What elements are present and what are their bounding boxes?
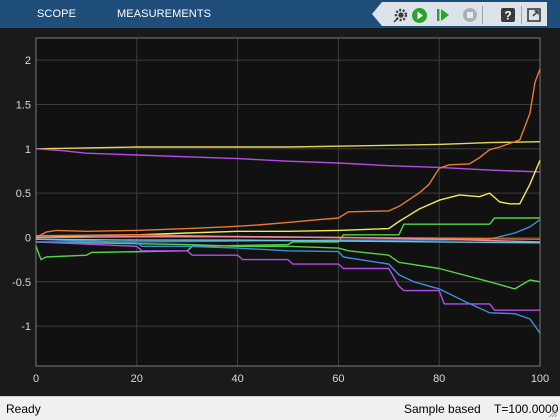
settings-button[interactable] <box>392 6 410 24</box>
toolbar-separator <box>482 6 483 24</box>
undock-icon <box>527 8 541 22</box>
tab-scope[interactable]: SCOPE <box>37 8 77 20</box>
svg-text:?: ? <box>504 9 511 23</box>
series-line <box>35 238 541 244</box>
toolstrip: SCOPE MEASUREMENTS <box>0 0 560 28</box>
stop-button[interactable] <box>461 6 479 24</box>
y-tick-label: 0 <box>25 232 31 244</box>
help-icon: ? <box>501 8 515 23</box>
plot-area <box>36 38 540 366</box>
help-button[interactable]: ? <box>499 6 517 24</box>
toolbar-separator <box>521 6 522 24</box>
tab-measurements[interactable]: MEASUREMENTS <box>117 8 212 20</box>
resize-grip-icon[interactable] <box>548 408 558 418</box>
series-line <box>35 235 541 243</box>
series-line <box>35 148 541 173</box>
series-line <box>35 160 541 239</box>
y-tick-label: -0.5 <box>12 277 31 289</box>
series-line <box>35 141 541 150</box>
collapse-toolstrip-button[interactable] <box>372 2 382 26</box>
step-forward-icon <box>437 9 449 21</box>
x-tick-label: 100 <box>531 373 549 385</box>
series-line <box>35 217 540 261</box>
series-line <box>36 219 541 243</box>
series-line <box>35 241 540 311</box>
series-line <box>35 68 541 239</box>
y-tick-label: 1.5 <box>16 99 31 111</box>
x-tick-label: 0 <box>33 373 39 385</box>
gear-icon <box>393 8 408 23</box>
y-tick-label: 0.5 <box>16 188 31 200</box>
toolbar-help-group: ? <box>491 2 547 26</box>
run-button[interactable] <box>410 6 428 24</box>
x-tick-label: 20 <box>131 373 143 385</box>
y-tick-label: 2 <box>25 55 31 67</box>
series-line <box>35 238 541 334</box>
undock-button[interactable] <box>525 6 543 24</box>
y-tick-label: 1 <box>25 144 31 156</box>
line-chart[interactable]: 0 20 40 60 80 100 -1 -0.5 0 0.5 1 1.5 2 <box>0 28 560 396</box>
status-time: T=100.0000 <box>494 402 559 416</box>
status-state: Ready <box>6 402 41 416</box>
status-mode: Sample based <box>404 402 481 416</box>
run-icon <box>411 7 427 23</box>
x-tick-label: 80 <box>433 373 445 385</box>
plot-frame <box>35 37 541 367</box>
scope-display[interactable]: 0 20 40 60 80 100 -1 -0.5 0 0.5 1 1.5 2 <box>0 28 560 396</box>
x-tick-label: 60 <box>332 373 344 385</box>
series-line <box>35 241 541 290</box>
step-forward-button[interactable] <box>434 6 452 24</box>
y-tick-label: -1 <box>21 321 31 333</box>
stop-icon <box>463 8 477 22</box>
x-tick-label: 40 <box>231 373 243 385</box>
status-bar: Ready Sample based T=100.0000 <box>0 396 560 420</box>
